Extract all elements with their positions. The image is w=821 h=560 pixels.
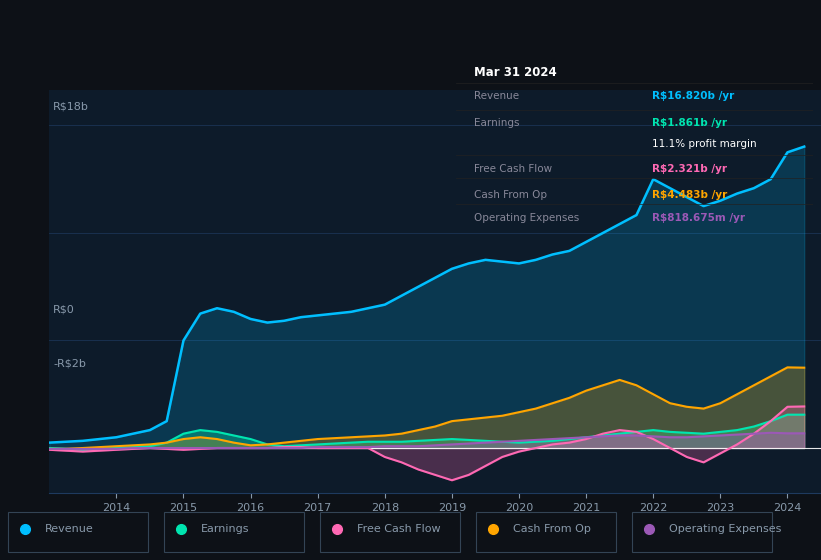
Text: R$0: R$0 (53, 304, 75, 314)
Text: Free Cash Flow: Free Cash Flow (474, 165, 552, 175)
Text: Cash From Op: Cash From Op (474, 189, 547, 199)
Text: R$4.483b /yr: R$4.483b /yr (652, 189, 727, 199)
Text: Earnings: Earnings (201, 524, 250, 534)
Text: R$2.321b /yr: R$2.321b /yr (652, 165, 727, 175)
Text: Revenue: Revenue (474, 91, 519, 101)
Text: R$818.675m /yr: R$818.675m /yr (652, 213, 745, 223)
Text: Cash From Op: Cash From Op (513, 524, 591, 534)
Text: Revenue: Revenue (45, 524, 94, 534)
Text: R$18b: R$18b (53, 102, 89, 111)
Text: R$1.861b /yr: R$1.861b /yr (652, 118, 727, 128)
Text: Earnings: Earnings (474, 118, 519, 128)
Text: Operating Expenses: Operating Expenses (474, 213, 579, 223)
Text: 11.1% profit margin: 11.1% profit margin (652, 139, 757, 150)
Text: Mar 31 2024: Mar 31 2024 (474, 66, 557, 78)
Text: Operating Expenses: Operating Expenses (669, 524, 782, 534)
Text: Free Cash Flow: Free Cash Flow (357, 524, 441, 534)
Text: R$16.820b /yr: R$16.820b /yr (652, 91, 734, 101)
Text: -R$2b: -R$2b (53, 359, 86, 369)
